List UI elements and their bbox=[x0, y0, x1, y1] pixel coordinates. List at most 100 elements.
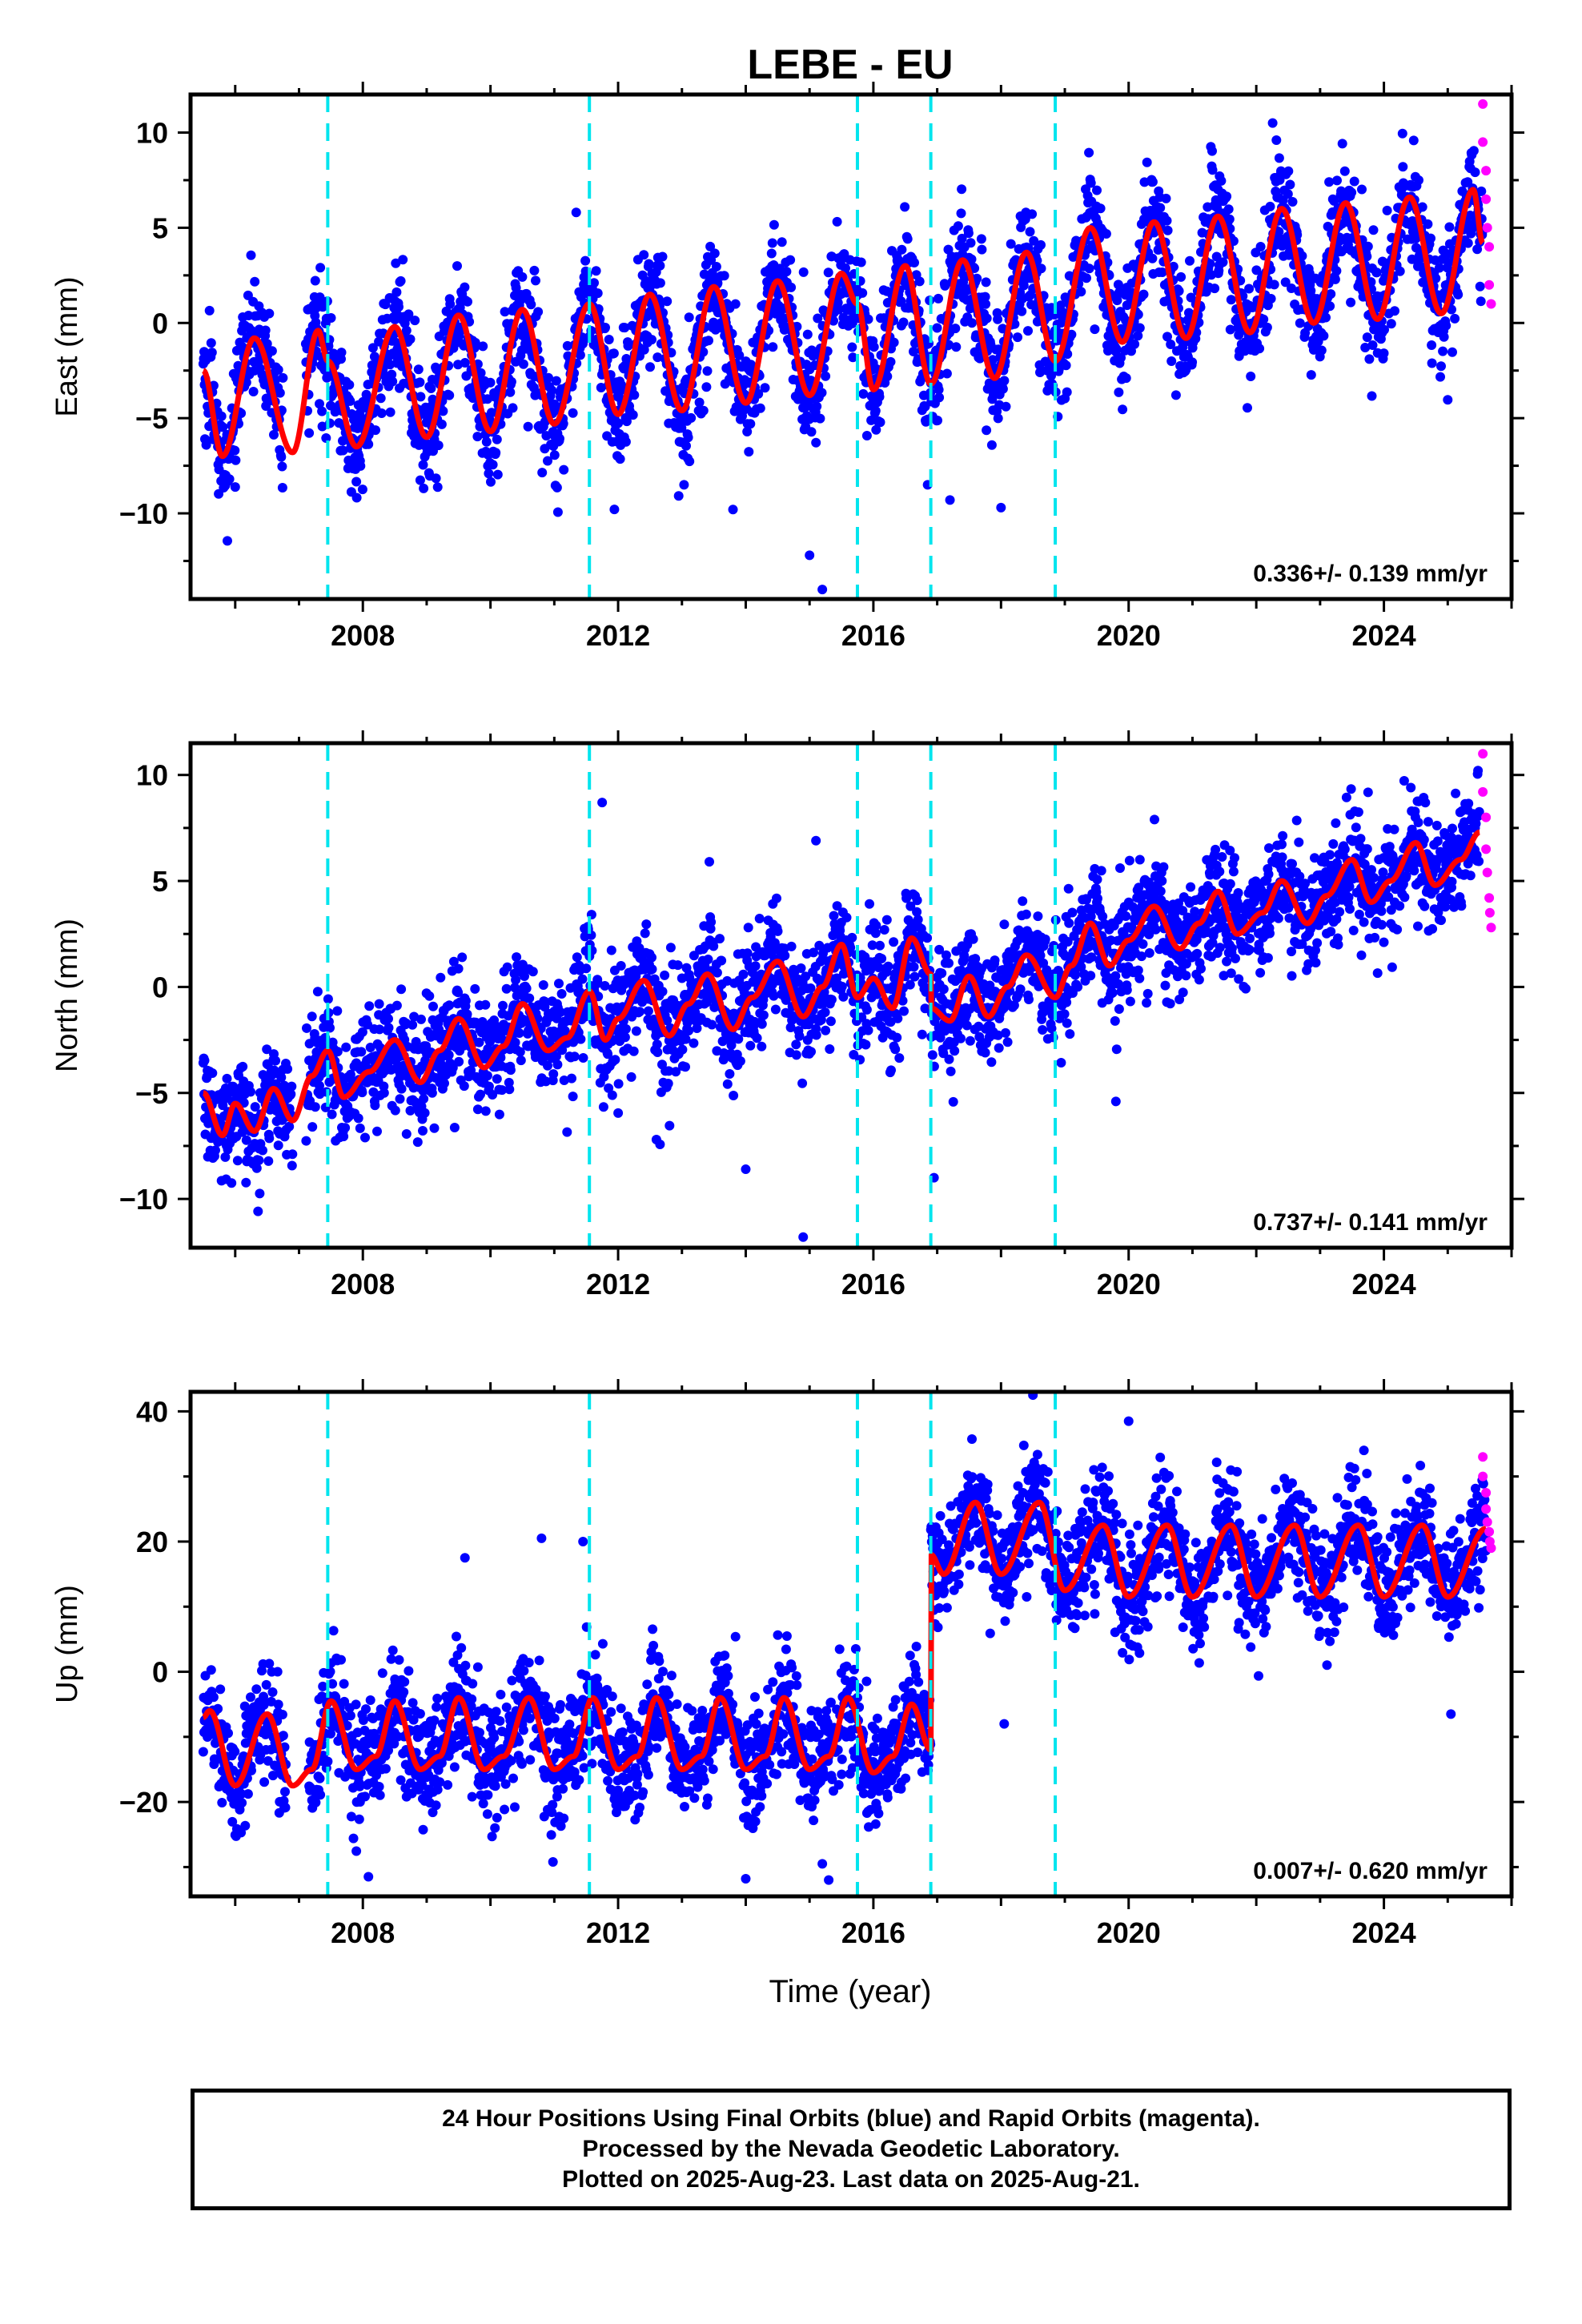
north-plot-area bbox=[198, 749, 1496, 1242]
data-point bbox=[592, 288, 603, 299]
data-point bbox=[833, 304, 844, 315]
data-point bbox=[453, 963, 464, 974]
data-point bbox=[1103, 346, 1113, 356]
data-point bbox=[452, 261, 462, 271]
data-point bbox=[345, 396, 355, 406]
data-point bbox=[558, 419, 568, 428]
data-point bbox=[431, 473, 441, 484]
data-point bbox=[681, 1062, 690, 1072]
data-point bbox=[569, 1051, 580, 1062]
x-tick-label: 2020 bbox=[1097, 619, 1161, 652]
data-point bbox=[427, 1088, 437, 1098]
data-point bbox=[940, 280, 950, 291]
data-point bbox=[204, 305, 215, 316]
data-point bbox=[1363, 241, 1373, 251]
data-point bbox=[858, 388, 869, 399]
data-point bbox=[405, 334, 416, 344]
data-point bbox=[875, 417, 885, 428]
data-point bbox=[1287, 283, 1296, 293]
data-point bbox=[357, 1027, 367, 1037]
data-point bbox=[307, 1122, 318, 1132]
data-point bbox=[1023, 326, 1033, 336]
data-point bbox=[1269, 279, 1279, 290]
data-point bbox=[429, 1123, 440, 1133]
data-point bbox=[1379, 348, 1389, 359]
data-point bbox=[436, 972, 446, 983]
data-point bbox=[719, 271, 729, 281]
data-point bbox=[773, 926, 783, 936]
data-point bbox=[745, 419, 756, 429]
north-final-orbit-points bbox=[198, 766, 1484, 1242]
data-point bbox=[494, 1109, 504, 1120]
data-point bbox=[315, 399, 324, 409]
data-point bbox=[791, 1050, 801, 1060]
data-point bbox=[794, 1031, 805, 1041]
data-point bbox=[982, 313, 992, 324]
data-point bbox=[1347, 187, 1357, 198]
data-point bbox=[1444, 222, 1455, 232]
data-point bbox=[610, 1055, 620, 1065]
data-point bbox=[419, 483, 429, 493]
data-point bbox=[758, 1010, 769, 1020]
data-point bbox=[484, 1081, 494, 1092]
data-point bbox=[600, 981, 610, 991]
data-point bbox=[540, 1076, 551, 1087]
data-point bbox=[1427, 358, 1437, 368]
data-point bbox=[363, 439, 374, 449]
data-point bbox=[556, 1007, 565, 1017]
data-point bbox=[286, 1089, 296, 1100]
data-point bbox=[506, 376, 516, 387]
data-point bbox=[444, 390, 455, 400]
data-point bbox=[370, 1100, 380, 1111]
data-point bbox=[1216, 175, 1227, 186]
data-point bbox=[398, 255, 408, 265]
data-point bbox=[677, 1044, 688, 1055]
data-point bbox=[1476, 296, 1486, 307]
data-point bbox=[598, 1102, 608, 1112]
data-point bbox=[767, 238, 777, 248]
y-tick-label: −10 bbox=[119, 497, 168, 530]
data-point bbox=[277, 461, 287, 472]
data-point bbox=[825, 1044, 835, 1054]
data-point bbox=[556, 989, 567, 999]
data-point bbox=[806, 427, 817, 437]
data-point bbox=[326, 313, 336, 323]
data-point bbox=[253, 1206, 263, 1216]
data-point bbox=[1283, 166, 1294, 176]
data-point bbox=[885, 356, 896, 367]
data-point bbox=[1036, 263, 1046, 274]
data-point bbox=[387, 376, 398, 387]
data-point bbox=[899, 1006, 909, 1016]
data-point bbox=[1090, 324, 1100, 335]
data-point bbox=[408, 1019, 418, 1030]
data-point bbox=[211, 1145, 220, 1156]
data-point bbox=[1435, 372, 1445, 382]
data-point bbox=[886, 1065, 896, 1076]
data-point bbox=[1251, 265, 1262, 275]
data-point bbox=[772, 893, 781, 903]
data-point bbox=[554, 979, 564, 989]
data-point bbox=[1095, 203, 1106, 214]
data-point bbox=[390, 1105, 400, 1116]
data-point bbox=[1357, 184, 1367, 195]
data-point bbox=[220, 1152, 231, 1162]
data-point bbox=[1438, 346, 1448, 356]
data-point bbox=[426, 384, 436, 393]
data-point bbox=[647, 964, 657, 975]
data-point bbox=[752, 1033, 762, 1043]
data-point bbox=[673, 960, 683, 971]
data-point bbox=[1020, 214, 1030, 224]
data-point bbox=[1390, 306, 1399, 316]
data-point bbox=[620, 436, 631, 447]
data-point bbox=[1267, 118, 1278, 128]
data-point bbox=[628, 410, 638, 420]
data-point bbox=[715, 934, 725, 944]
data-point bbox=[504, 1084, 515, 1095]
data-point bbox=[957, 233, 967, 243]
data-point bbox=[360, 1132, 370, 1143]
data-point bbox=[562, 340, 572, 351]
data-point bbox=[897, 244, 907, 255]
data-point bbox=[798, 267, 809, 277]
data-point bbox=[786, 941, 797, 951]
data-point bbox=[909, 971, 920, 982]
